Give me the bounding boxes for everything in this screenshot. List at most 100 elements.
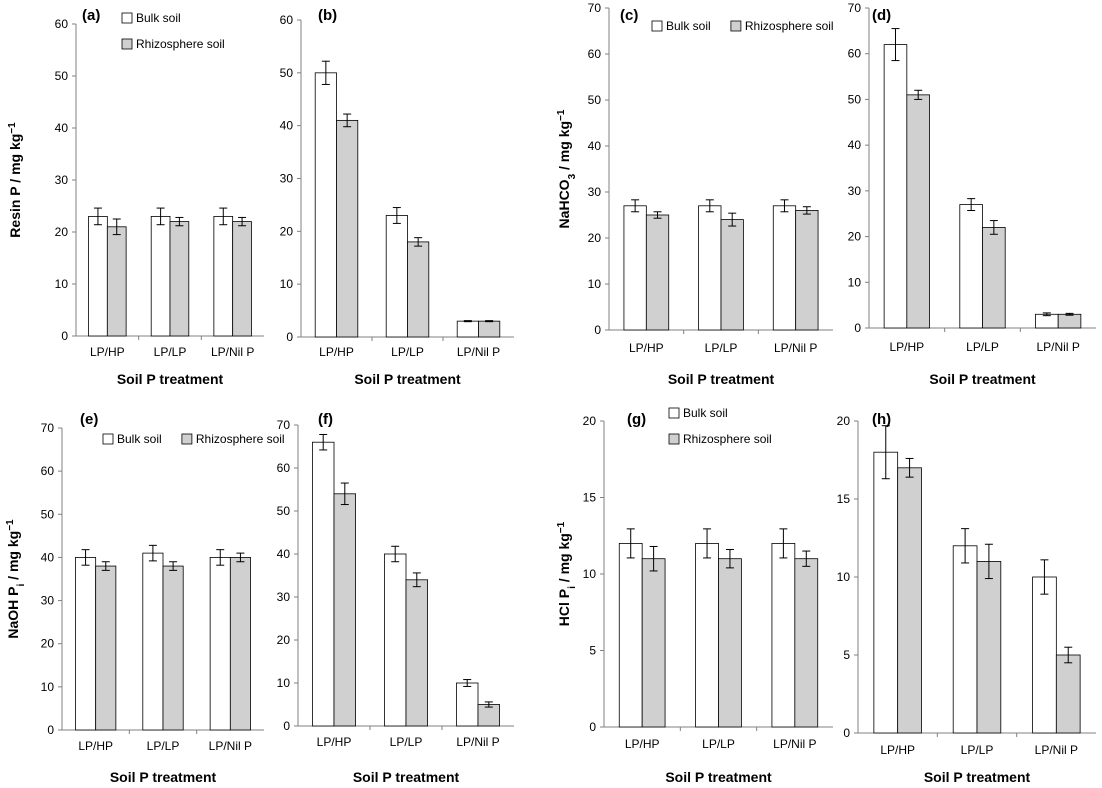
legend-swatch bbox=[121, 38, 133, 50]
category-label: LP/LP bbox=[390, 735, 423, 749]
category-label: LP/Nil P bbox=[456, 735, 499, 749]
category-label: LP/LP bbox=[154, 345, 187, 359]
bulk-soil-bar bbox=[314, 72, 337, 338]
y-tick-label: 0 bbox=[589, 720, 596, 734]
y-tick-label: 40 bbox=[280, 119, 294, 133]
y-tick-label: 50 bbox=[588, 93, 602, 107]
bulk-soil-bar bbox=[142, 552, 164, 731]
legend-swatch bbox=[121, 12, 133, 24]
rhizosphere-soil-bar bbox=[976, 561, 1002, 734]
bulk-soil-bar bbox=[618, 543, 643, 728]
x-axis-title: Soil P treatment bbox=[929, 371, 1036, 387]
y-tick-label: 0 bbox=[61, 329, 68, 343]
bulk-soil-bar bbox=[150, 215, 171, 337]
panel-label: (a) bbox=[82, 7, 100, 24]
y-tick-label: 15 bbox=[837, 492, 851, 506]
y-tick-label: 10 bbox=[848, 275, 862, 289]
legend-label: Rhizosphere soil bbox=[136, 37, 225, 51]
x-axis-title: Soil P treatment bbox=[117, 371, 224, 387]
legend-swatch bbox=[181, 433, 193, 445]
y-tick-label: 40 bbox=[277, 547, 291, 561]
bulk-soil-bar bbox=[772, 205, 797, 331]
category-label: LP/HP bbox=[629, 341, 664, 355]
y-tick-label: 70 bbox=[41, 421, 55, 435]
legend-swatch bbox=[102, 433, 114, 445]
rhizosphere-soil-bar bbox=[795, 209, 819, 331]
y-tick-label: 20 bbox=[41, 637, 55, 651]
bulk-soil-bar bbox=[383, 553, 407, 727]
panel-label: (c) bbox=[620, 7, 638, 24]
category-label: LP/HP bbox=[319, 345, 354, 359]
y-tick-label: 30 bbox=[55, 173, 69, 187]
legend-swatch bbox=[730, 20, 742, 32]
x-axis-title: Soil P treatment bbox=[924, 769, 1031, 785]
y-tick-label: 50 bbox=[55, 69, 69, 83]
rhizosphere-soil-bar bbox=[1057, 313, 1082, 329]
y-tick-label: 10 bbox=[583, 567, 597, 581]
rhizosphere-soil-bar bbox=[95, 565, 117, 731]
category-label: LP/Nil P bbox=[1036, 340, 1079, 354]
y-axis-title: HCl Pi / mg kg−1 bbox=[556, 521, 578, 626]
category-label: LP/HP bbox=[889, 340, 924, 354]
rhizosphere-soil-bar bbox=[478, 320, 501, 338]
y-tick-label: 10 bbox=[588, 277, 602, 291]
legend-label: Bulk soil bbox=[136, 11, 181, 25]
y-tick-label: 30 bbox=[588, 185, 602, 199]
y-axis-title: NaHCO3 / mg kg−1 bbox=[556, 109, 578, 228]
y-tick-label: 5 bbox=[589, 644, 596, 658]
y-tick-label: 70 bbox=[848, 1, 862, 15]
y-tick-label: 40 bbox=[41, 550, 55, 564]
rhizosphere-soil-bar bbox=[641, 558, 666, 728]
bulk-soil-bar bbox=[455, 682, 479, 727]
legend-label: Rhizosphere soil bbox=[683, 432, 772, 446]
bulk-soil-bar bbox=[771, 543, 796, 728]
x-axis-title: Soil P treatment bbox=[668, 371, 775, 387]
y-tick-label: 5 bbox=[843, 648, 850, 662]
panel-label: (g) bbox=[627, 411, 646, 428]
rhizosphere-soil-bar bbox=[897, 467, 922, 734]
y-tick-label: 20 bbox=[848, 230, 862, 244]
category-label: LP/HP bbox=[625, 737, 660, 751]
legend-label: Bulk soil bbox=[683, 406, 728, 420]
bulk-soil-bar bbox=[213, 215, 234, 337]
y-tick-label: 20 bbox=[277, 633, 291, 647]
bulk-soil-bar bbox=[952, 545, 978, 734]
panel-label: (d) bbox=[872, 7, 891, 24]
y-tick-label: 0 bbox=[843, 726, 850, 740]
legend-swatch bbox=[668, 407, 680, 419]
rhizosphere-soil-bar bbox=[229, 557, 251, 731]
category-label: LP/LP bbox=[961, 743, 994, 757]
bulk-soil-bar bbox=[456, 320, 479, 338]
category-label: LP/Nil P bbox=[457, 345, 500, 359]
category-label: LP/Nil P bbox=[774, 341, 817, 355]
rhizosphere-soil-bar bbox=[1055, 654, 1081, 734]
legend-label: Rhizosphere soil bbox=[196, 432, 285, 446]
category-label: LP/LP bbox=[147, 739, 180, 753]
panel-label: (f) bbox=[318, 411, 333, 428]
y-tick-label: 20 bbox=[280, 224, 294, 238]
rhizosphere-soil-bar bbox=[407, 241, 430, 338]
rhizosphere-soil-bar bbox=[405, 579, 429, 727]
y-tick-label: 30 bbox=[848, 184, 862, 198]
panel-label: (h) bbox=[872, 411, 891, 428]
bulk-soil-bar bbox=[88, 215, 108, 337]
y-tick-label: 30 bbox=[280, 172, 294, 186]
legend-swatch bbox=[651, 20, 663, 32]
y-tick-label: 0 bbox=[286, 330, 293, 344]
bulk-soil-bar bbox=[623, 205, 647, 331]
rhizosphere-soil-bar bbox=[794, 558, 819, 728]
rhizosphere-soil-bar bbox=[162, 565, 184, 731]
y-tick-label: 50 bbox=[41, 507, 55, 521]
rhizosphere-soil-bar bbox=[232, 221, 252, 337]
y-tick-label: 30 bbox=[277, 590, 291, 604]
y-tick-label: 60 bbox=[41, 464, 55, 478]
legend-label: Rhizosphere soil bbox=[745, 19, 834, 33]
y-tick-label: 0 bbox=[283, 719, 290, 733]
category-label: LP/Nil P bbox=[1035, 743, 1078, 757]
bulk-soil-bar bbox=[311, 441, 335, 727]
y-tick-label: 60 bbox=[848, 47, 862, 61]
category-label: LP/LP bbox=[966, 340, 999, 354]
category-label: LP/Nil P bbox=[773, 737, 816, 751]
panel-label: (e) bbox=[80, 411, 98, 428]
